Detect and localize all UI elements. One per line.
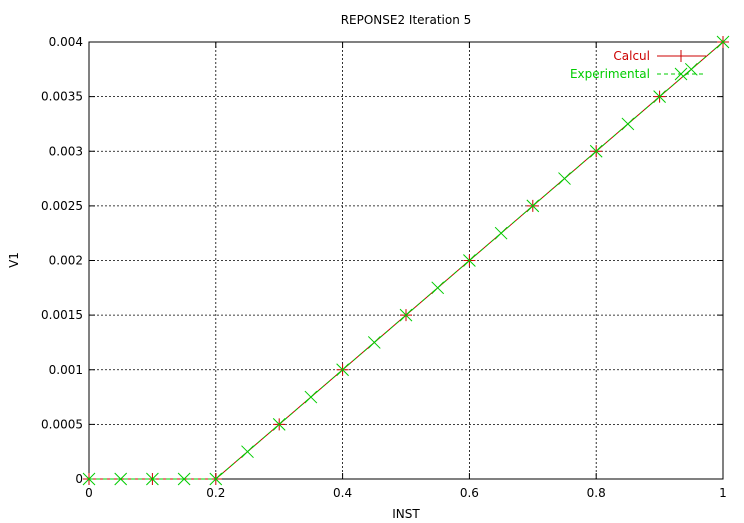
data-point (621, 117, 635, 131)
data-point (684, 62, 698, 76)
data-point-d2 (114, 472, 128, 486)
x-tick-label: 0.8 (587, 486, 606, 500)
data-point (494, 226, 508, 240)
series-layer (82, 35, 730, 486)
x-tick-label: 0.2 (206, 486, 225, 500)
data-point-d2 (177, 472, 191, 486)
legend-marker (674, 67, 688, 81)
data-point (716, 35, 730, 49)
data-point-d2 (367, 336, 381, 349)
data-point (558, 172, 571, 185)
x-tick-labels: 0 0.2 0.4 0.6 0.8 1 (85, 486, 727, 500)
data-point-d2 (209, 472, 223, 486)
data-point-d2 (336, 363, 349, 377)
data-point-d2 (716, 35, 730, 49)
x-tick-label: 1 (719, 486, 727, 500)
data-point (431, 281, 445, 295)
y-axis-label: V1 (7, 252, 21, 268)
x-axis-label: INST (392, 507, 420, 521)
data-point-d2 (304, 390, 318, 404)
series-line-1 (89, 41, 724, 480)
data-point-d2 (526, 199, 540, 213)
data-point-d2 (463, 254, 476, 267)
legend-marker (675, 50, 687, 62)
data-point (272, 418, 286, 431)
data-point-d2 (241, 445, 254, 459)
data-point (399, 308, 413, 322)
data-point (241, 445, 254, 459)
chart-title: REPONSE2 Iteration 5 (341, 13, 472, 27)
data-point-d2 (431, 281, 445, 295)
data-point (177, 472, 191, 486)
data-point-d2 (621, 117, 635, 131)
y-tick-label: 0.0025 (41, 199, 83, 213)
data-point-d2 (558, 172, 571, 185)
legend: Calcul Experimental (570, 49, 706, 81)
data-point (114, 472, 128, 486)
data-point-d2 (684, 62, 698, 76)
data-point-d2 (653, 90, 666, 103)
y-tick-label: 0 (75, 472, 83, 486)
y-tick-label: 0.003 (49, 144, 83, 158)
y-tick-label: 0.0035 (41, 90, 83, 104)
y-tick-labels: 0 0.0005 0.001 0.0015 0.002 0.0025 0.003 0.0035… (41, 35, 83, 486)
legend-marker-d2 (674, 67, 688, 81)
data-point (146, 472, 159, 486)
data-point-d2 (146, 472, 159, 486)
data-point-d2 (399, 308, 413, 322)
legend-label: Experimental (570, 67, 650, 81)
data-point (82, 472, 96, 486)
data-point (336, 363, 349, 377)
y-tick-label: 0.0015 (41, 308, 83, 322)
data-point (463, 254, 476, 267)
legend-label: Calcul (613, 49, 650, 63)
data-point (209, 472, 223, 486)
x-tick-label: 0.6 (460, 486, 479, 500)
data-point (653, 90, 666, 103)
data-point (589, 144, 603, 158)
data-point (304, 390, 318, 404)
y-tick-label: 0.001 (49, 363, 83, 377)
y-tick-label: 0.004 (49, 35, 83, 49)
data-point-d2 (589, 144, 603, 158)
y-tick-label: 0.002 (49, 254, 83, 268)
data-point-d2 (272, 418, 286, 431)
y-tick-label: 0.0005 (41, 417, 83, 431)
x-tick-label: 0 (85, 486, 93, 500)
data-point (526, 199, 540, 213)
data-point-d2 (82, 472, 96, 486)
data-point-d2 (494, 226, 508, 240)
data-point (367, 336, 381, 349)
x-tick-label: 0.4 (333, 486, 352, 500)
grid (89, 42, 723, 479)
